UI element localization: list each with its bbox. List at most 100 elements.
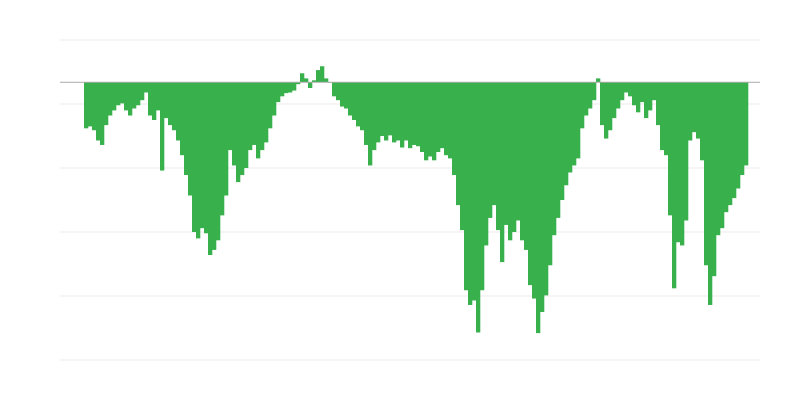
bar — [116, 82, 121, 106]
bar — [596, 78, 601, 83]
bar — [676, 82, 681, 243]
bar — [144, 82, 149, 93]
bar — [520, 82, 525, 241]
bar — [196, 82, 201, 239]
bar — [524, 82, 529, 250]
bar — [612, 82, 617, 119]
bar — [732, 82, 737, 199]
bar — [632, 82, 637, 106]
bar — [252, 82, 257, 145]
bar — [208, 82, 213, 256]
bar — [324, 78, 329, 83]
bar — [532, 82, 537, 299]
bar — [672, 82, 677, 289]
bar — [708, 82, 713, 305]
bar — [300, 73, 305, 83]
bar — [268, 82, 273, 129]
bar — [688, 82, 693, 141]
bar — [332, 82, 337, 97]
bar — [744, 82, 749, 166]
bar — [360, 82, 365, 131]
bar — [604, 82, 609, 139]
bar — [316, 70, 321, 83]
bar — [348, 82, 353, 116]
bar — [544, 82, 549, 296]
bar — [592, 82, 597, 101]
bar — [132, 82, 137, 109]
bar — [468, 82, 473, 305]
bar — [120, 82, 125, 104]
bar — [568, 82, 573, 173]
bar — [88, 82, 93, 127]
bar — [548, 82, 553, 266]
bar — [288, 82, 293, 93]
bar — [452, 82, 457, 176]
bar — [228, 82, 233, 151]
bar — [164, 82, 169, 119]
bar — [740, 82, 745, 176]
bar — [220, 82, 225, 216]
bar — [736, 82, 741, 189]
bar — [484, 82, 489, 246]
bar — [536, 82, 541, 334]
bar — [540, 82, 545, 313]
bar — [152, 82, 157, 120]
bar — [308, 82, 313, 88]
bar — [380, 82, 385, 136]
bar — [424, 82, 429, 161]
bar — [180, 82, 185, 156]
bars — [84, 66, 749, 334]
bar — [416, 82, 421, 147]
bar — [728, 82, 733, 206]
bar — [176, 82, 181, 141]
bar — [124, 82, 129, 111]
bar — [712, 82, 717, 277]
bar — [624, 82, 629, 93]
bar — [232, 82, 237, 166]
bar — [212, 82, 217, 250]
bar — [320, 66, 325, 83]
bar — [664, 82, 669, 156]
bar — [600, 82, 605, 126]
bar — [680, 82, 685, 246]
bar — [188, 82, 193, 196]
bar — [420, 82, 425, 152]
bar — [264, 82, 269, 143]
bar — [84, 82, 89, 129]
bar — [376, 82, 381, 143]
bar — [404, 82, 409, 141]
bar — [408, 82, 413, 149]
bar — [148, 82, 153, 116]
bar — [456, 82, 461, 206]
bar — [628, 82, 633, 97]
bar — [492, 82, 497, 206]
bar — [668, 82, 673, 216]
bar — [660, 82, 665, 151]
bar — [216, 82, 221, 241]
bar — [372, 82, 377, 151]
bar — [248, 82, 253, 151]
bar — [440, 82, 445, 149]
bar — [336, 82, 341, 101]
bar — [488, 82, 493, 218]
bar — [428, 82, 433, 157]
bar — [256, 82, 261, 159]
bar — [588, 82, 593, 109]
bar — [312, 80, 317, 83]
bar — [580, 82, 585, 129]
bar — [720, 82, 725, 229]
bar — [204, 82, 209, 234]
bar — [224, 82, 229, 196]
bar — [108, 82, 113, 116]
bar — [552, 82, 557, 236]
bar — [636, 82, 641, 113]
bar — [240, 82, 245, 176]
bar — [560, 82, 565, 200]
bar — [140, 82, 145, 101]
bar — [516, 82, 521, 221]
bar — [564, 82, 569, 186]
bar — [284, 82, 289, 94]
bar — [136, 82, 141, 106]
bar — [92, 82, 97, 131]
